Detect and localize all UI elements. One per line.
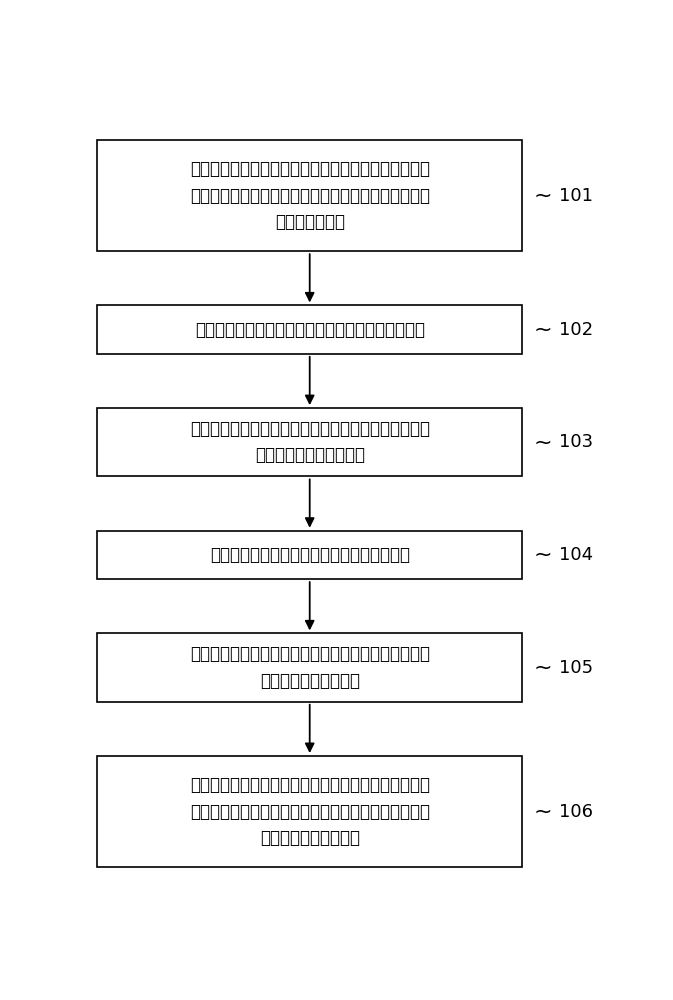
Text: 105: 105 <box>559 659 593 677</box>
Text: 根据第一统计特性，估计优化子空间映射模型: 根据第一统计特性，估计优化子空间映射模型 <box>210 546 410 564</box>
Text: 102: 102 <box>559 321 593 339</box>
Bar <box>97 756 522 867</box>
Text: 根据时间、频率和声道的不同，对第二多声道声音信号
中的至少一组和优化子空间映射模型进行感知编码，并
复用成编码多声道码流: 根据时间、频率和声道的不同，对第二多声道声音信号 中的至少一组和优化子空间映射模… <box>190 776 429 847</box>
Bar <box>97 531 522 579</box>
Bar <box>97 305 522 354</box>
Text: 106: 106 <box>559 803 593 821</box>
Bar <box>97 140 522 251</box>
Text: 将第一频域信号或第一子带信号划分为不同时频子带: 将第一频域信号或第一子带信号划分为不同时频子带 <box>194 321 425 339</box>
Text: ~: ~ <box>534 658 553 678</box>
Bar <box>97 408 522 476</box>
Text: ~: ~ <box>534 320 553 340</box>
Text: 103: 103 <box>559 433 593 451</box>
Text: 采用优化子空间映射模型，将第一多声道声音信号映射
为第二多声道声音信号: 采用优化子空间映射模型，将第一多声道声音信号映射 为第二多声道声音信号 <box>190 645 429 690</box>
Text: 采用时频变换，将第一多声道声音信号映射为第一频域
信号，或者采用子带滤波，将第一多声道声音信号映射
为第一子带信号: 采用时频变换，将第一多声道声音信号映射为第一频域 信号，或者采用子带滤波，将第一… <box>190 160 429 231</box>
Text: ~: ~ <box>534 432 553 452</box>
Text: 在不同时频子带中的每个时频子带内，计算第一多声道
声音信号的第一统计特性: 在不同时频子带中的每个时频子带内，计算第一多声道 声音信号的第一统计特性 <box>190 420 429 464</box>
Text: ~: ~ <box>534 186 553 206</box>
Text: ~: ~ <box>534 802 553 822</box>
Text: 104: 104 <box>559 546 593 564</box>
Bar <box>97 633 522 702</box>
Text: ~: ~ <box>534 545 553 565</box>
Text: 101: 101 <box>559 187 593 205</box>
